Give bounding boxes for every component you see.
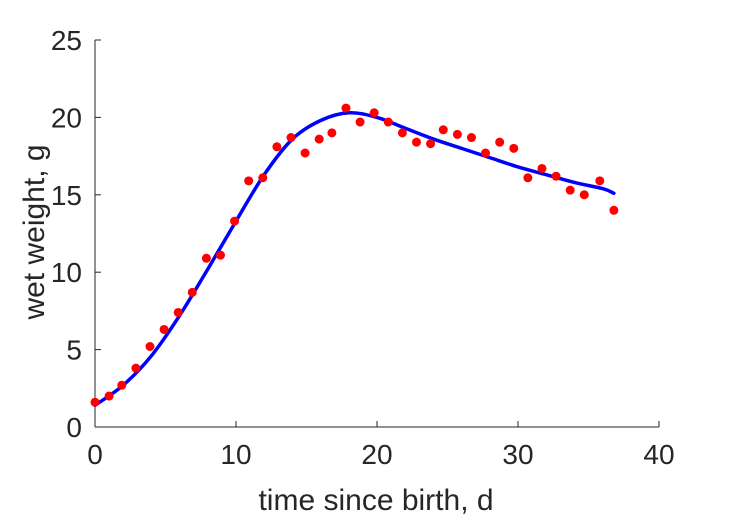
data-point [244, 176, 254, 186]
data-point [104, 391, 114, 401]
data-point [466, 133, 476, 143]
y-tick-label: 10 [51, 257, 82, 288]
x-tick-label: 30 [502, 439, 533, 470]
data-point [131, 363, 141, 373]
data-point [595, 176, 605, 186]
data-point [258, 173, 268, 183]
data-point [383, 117, 393, 127]
data-point [201, 253, 211, 263]
x-tick-label: 0 [87, 439, 103, 470]
data-point [565, 185, 575, 195]
data-point [327, 128, 337, 138]
x-tick-label: 40 [643, 439, 674, 470]
data-point [426, 139, 436, 149]
x-axis-title: time since birth, d [258, 484, 493, 517]
data-point [495, 137, 505, 147]
data-point [314, 134, 324, 144]
data-point [509, 143, 519, 153]
data-point [145, 342, 155, 352]
y-axis-title: wet weight, g [18, 144, 51, 320]
data-point [300, 148, 310, 158]
data-point [609, 205, 619, 215]
data-point [438, 125, 448, 135]
data-point [452, 129, 462, 139]
y-tick-label: 25 [51, 25, 82, 56]
y-tick-label: 5 [66, 335, 82, 366]
y-tick-label: 0 [66, 412, 82, 443]
x-tick-label: 20 [361, 439, 392, 470]
data-point [272, 142, 282, 152]
y-tick-label: 20 [51, 102, 82, 133]
data-point [369, 108, 379, 118]
data-point [286, 133, 296, 143]
data-point [481, 148, 491, 158]
data-point [215, 250, 225, 260]
data-point [397, 128, 407, 138]
data-point [90, 397, 100, 407]
data-point [187, 287, 197, 297]
x-tick-label: 10 [220, 439, 251, 470]
data-point [230, 216, 240, 226]
ticks-layer: 0 10 20 30 40 0 5 10 15 20 25 [51, 25, 675, 470]
points-layer [90, 103, 619, 407]
data-point [537, 163, 547, 173]
data-point [523, 173, 533, 183]
y-tick-label: 15 [51, 180, 82, 211]
data-point [173, 307, 183, 317]
data-point [341, 103, 351, 113]
data-point [411, 137, 421, 147]
data-point [551, 171, 561, 181]
data-point [579, 190, 589, 200]
data-point [159, 324, 169, 334]
data-point [117, 380, 127, 390]
data-point [355, 117, 365, 127]
